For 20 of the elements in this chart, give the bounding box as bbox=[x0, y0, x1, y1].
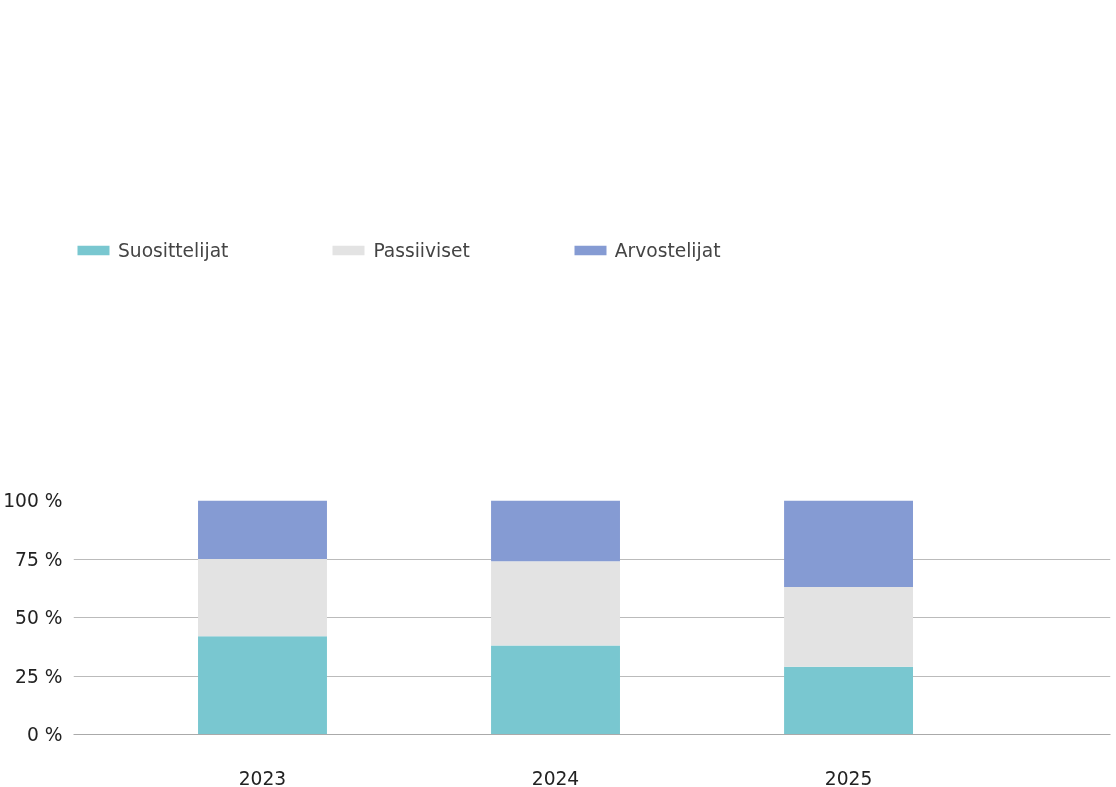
bar bbox=[198, 636, 327, 735]
legend-label: Suosittelijat bbox=[118, 239, 229, 261]
y-tick-label: 25 % bbox=[15, 665, 63, 687]
x-tick-label: 2024 bbox=[531, 767, 580, 787]
bar bbox=[784, 666, 913, 735]
x-tick-label: 2023 bbox=[238, 767, 287, 787]
y-tick-label: 100 % bbox=[3, 490, 63, 511]
legend-label: Arvostelijat bbox=[614, 239, 721, 261]
bar bbox=[491, 561, 620, 646]
bar bbox=[491, 500, 620, 562]
bar bbox=[784, 500, 913, 588]
y-tick-label: 50 % bbox=[15, 607, 63, 628]
legend-label: Passiiviset bbox=[373, 239, 470, 261]
bar bbox=[198, 559, 327, 637]
y-tick-label: 0 % bbox=[26, 724, 63, 745]
bar bbox=[784, 587, 913, 667]
bar bbox=[198, 500, 327, 559]
x-tick-label: 2025 bbox=[824, 767, 873, 787]
y-tick-label: 75 % bbox=[15, 548, 63, 570]
bar bbox=[491, 645, 620, 735]
